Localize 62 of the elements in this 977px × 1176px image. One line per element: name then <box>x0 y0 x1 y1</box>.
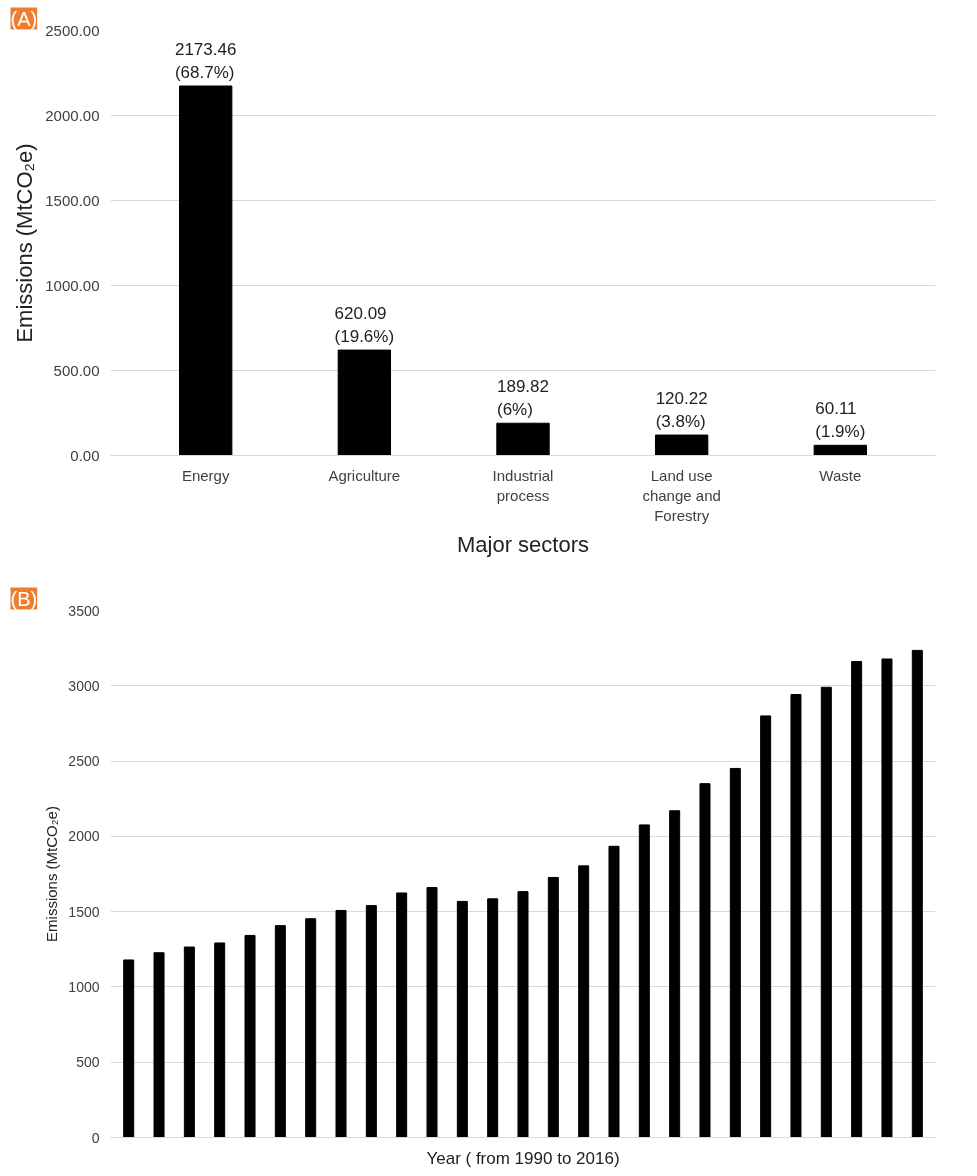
bar <box>911 649 923 1138</box>
y-tick-label: 1000.00 <box>45 276 100 294</box>
x-tick-label: Agriculture <box>328 466 401 484</box>
y-tick-label: 3500 <box>68 602 100 619</box>
bar <box>654 434 709 456</box>
bar <box>214 942 226 1138</box>
x-tick-label: Waste <box>819 466 862 484</box>
y-tick-label: 0.00 <box>70 446 100 464</box>
bar <box>820 686 832 1138</box>
bar <box>881 658 893 1138</box>
bar <box>760 715 772 1138</box>
y-tick-label: 1500.00 <box>45 191 100 209</box>
bar <box>183 946 195 1138</box>
bar <box>426 887 438 1138</box>
x-axis-title: Year ( from 1990 to 2016) <box>426 1148 620 1168</box>
bar <box>123 959 135 1138</box>
text: (B) <box>10 587 38 610</box>
bar <box>337 349 392 456</box>
bar <box>851 661 863 1138</box>
text: (A) <box>10 7 38 30</box>
bar <box>179 85 233 456</box>
bar <box>790 694 802 1138</box>
y-tick-label: 1000 <box>68 978 100 995</box>
data-label: 2173.46 (68.7%) <box>174 40 237 83</box>
bar <box>365 905 377 1138</box>
bar <box>608 845 620 1138</box>
y-axis-title: Emissions (MtCO₂e) <box>12 143 38 343</box>
y-tick-label: 2000 <box>68 828 100 845</box>
x-tick-label: Energy <box>181 466 230 484</box>
data-label: 620.09 (19.6%) <box>334 304 395 347</box>
y-tick-label: 2500 <box>68 753 100 770</box>
data-label: 120.22 (3.8%) <box>655 389 708 432</box>
y-axis-title: Emissions (MtCO₂e) <box>43 806 61 942</box>
bar <box>496 422 550 456</box>
bar <box>305 918 317 1138</box>
bar <box>335 909 347 1138</box>
bar <box>729 767 741 1138</box>
bar <box>487 898 499 1138</box>
x-axis-title: Major sectors <box>456 532 590 558</box>
data-label: 189.82 (6%) <box>497 377 549 420</box>
bar <box>578 865 590 1138</box>
bar <box>396 892 408 1138</box>
bar <box>547 876 559 1138</box>
data-label: 60.11 (1.9%) <box>815 399 866 442</box>
bar <box>638 824 650 1138</box>
y-tick-label: 500 <box>76 1054 100 1071</box>
bar <box>813 444 867 456</box>
y-tick-label: 500.00 <box>53 361 100 379</box>
y-tick-label: 0 <box>91 1129 100 1146</box>
bar <box>669 810 681 1138</box>
y-tick-label: 3000 <box>68 677 100 694</box>
y-tick-label: 2000.00 <box>45 106 100 124</box>
bar <box>153 952 165 1138</box>
bar <box>517 891 529 1138</box>
bar <box>456 900 468 1138</box>
bar <box>244 934 256 1138</box>
x-tick-label: Industrial process <box>492 466 554 504</box>
y-tick-label: 1500 <box>68 903 100 920</box>
bar <box>699 783 711 1138</box>
bar <box>274 925 286 1138</box>
y-tick-label: 2500.00 <box>45 21 100 39</box>
x-tick-label: Land use change and Forestry <box>642 466 721 525</box>
